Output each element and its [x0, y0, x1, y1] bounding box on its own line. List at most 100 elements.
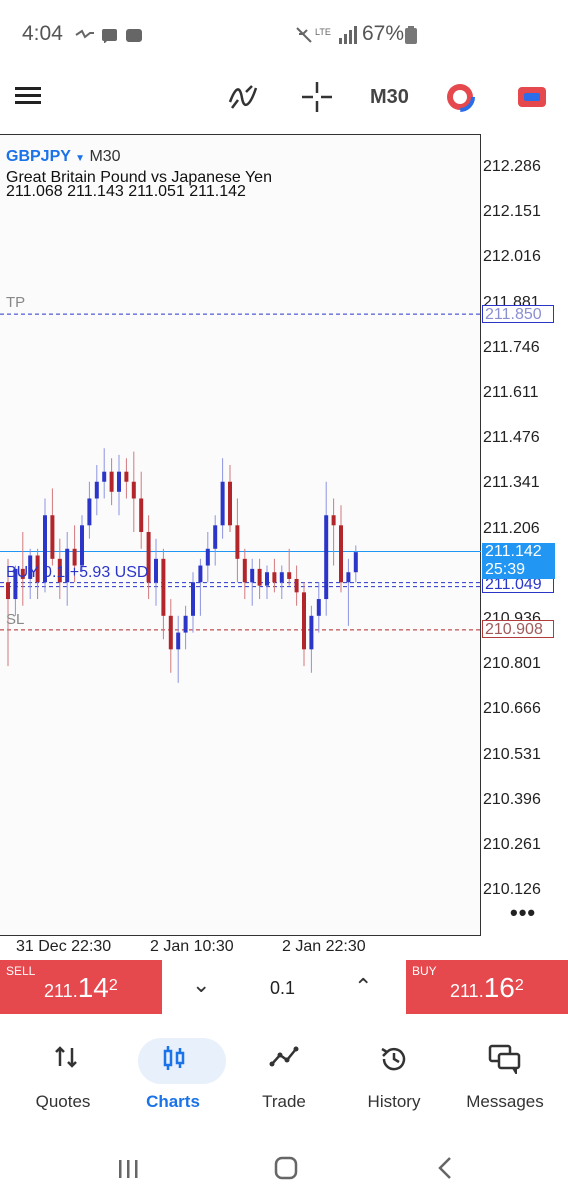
crosshair-icon[interactable] — [302, 82, 332, 112]
nav-history[interactable]: History — [339, 1030, 449, 1130]
chart-symbol[interactable]: GBPJPY ▼ M30 — [6, 148, 121, 166]
symbol-label: GBPJPY — [6, 148, 71, 165]
candle-body — [309, 615, 314, 650]
objects-icon[interactable] — [445, 82, 475, 112]
timeframe-button[interactable]: M30 — [370, 86, 409, 108]
candle-body — [294, 578, 299, 593]
toolbar — [0, 70, 568, 132]
candle-body — [250, 568, 255, 583]
current-price: 211.142 — [485, 543, 542, 560]
candle-body — [124, 471, 129, 482]
candle-body — [228, 481, 232, 526]
candle-body — [257, 568, 262, 586]
price-axis-label: 211.476 — [483, 429, 540, 447]
candle-body — [131, 481, 136, 499]
candle-body — [65, 548, 70, 583]
current-price-tag: 211.142 25:39 — [482, 543, 555, 579]
indicators-icon[interactable] — [228, 82, 260, 110]
candle-body — [265, 572, 269, 586]
recent-apps-icon[interactable] — [117, 1158, 139, 1180]
candle-body — [102, 471, 107, 482]
candle-body — [176, 632, 181, 650]
volume-decrease-button[interactable]: ⌄ — [192, 972, 211, 997]
candle-body — [13, 568, 18, 600]
price-axis-label: 211.746 — [483, 338, 540, 356]
candle-body — [198, 565, 203, 583]
candle-body — [183, 615, 188, 633]
candle-body — [72, 548, 77, 566]
price-axis-label: 212.286 — [483, 158, 541, 175]
price-axis-label: 211.611 — [483, 384, 539, 401]
quotes-icon — [55, 1046, 77, 1068]
volume-increase-button[interactable]: ⌃ — [354, 974, 373, 999]
price-axis-label: 212.016 — [483, 248, 541, 266]
sell-label: SELL — [6, 964, 36, 978]
candle-body — [205, 548, 210, 566]
candle-body — [272, 572, 277, 583]
candle-body — [324, 515, 329, 600]
candle-body — [35, 555, 40, 583]
sell-price-big: 14 — [77, 972, 109, 1003]
back-icon[interactable] — [437, 1156, 453, 1180]
menu-icon[interactable] — [15, 86, 41, 106]
candlestick-chart[interactable] — [0, 134, 481, 936]
candles — [6, 448, 358, 683]
new-order-icon[interactable] — [517, 84, 547, 110]
one-click-trade-bar: SELL 211.142 ⌄ 0.1 ⌃ BUY 211.162 — [0, 960, 568, 1014]
price-axis-label: 210.531 — [483, 745, 541, 763]
candle-body — [109, 471, 114, 492]
candle-body — [94, 481, 99, 499]
candle-body — [302, 592, 306, 650]
candle-body — [316, 599, 321, 616]
nav-messages[interactable]: Messages — [450, 1030, 560, 1130]
buy-price: 211.162 — [450, 972, 524, 1004]
candle-body — [235, 525, 240, 559]
sell-button[interactable]: SELL 211.142 — [0, 960, 162, 1014]
tp-price-tag[interactable]: 211.850 — [482, 305, 554, 323]
time-label-1: 31 Dec 22:30 — [16, 938, 112, 955]
price-axis-label: 210.666 — [483, 700, 541, 718]
notification-icons — [75, 29, 142, 43]
nav-quotes[interactable]: Quotes — [8, 1030, 118, 1130]
sell-price-main: 211. — [44, 981, 78, 1001]
price-axis-label: 210.801 — [483, 655, 541, 673]
sell-price: 211.142 — [44, 972, 118, 1004]
nav-messages-label: Messages — [466, 1092, 544, 1111]
symbol-description: Great Britain Pound vs Japanese Yen — [6, 169, 272, 186]
buy-button[interactable]: BUY 211.162 — [406, 960, 568, 1014]
candle-body — [57, 558, 62, 583]
price-axis-label: 210.396 — [483, 790, 541, 808]
sl-price-tag[interactable]: 210.908 — [482, 620, 554, 638]
position-label[interactable]: BUY 0.1 +5.93 USD — [6, 564, 149, 581]
home-icon[interactable] — [274, 1156, 298, 1180]
candle-body — [50, 515, 55, 559]
nav-charts[interactable]: Charts — [118, 1030, 228, 1130]
candle-body — [6, 582, 10, 600]
nav-charts-label: Charts — [146, 1092, 200, 1111]
more-options-icon[interactable]: ••• — [510, 900, 537, 925]
sl-label: SL — [6, 611, 25, 628]
price-axis-label: 210.126 — [483, 881, 541, 899]
price-axis-label: 211.341 — [483, 474, 540, 492]
candle-body — [213, 525, 218, 549]
candle-body — [339, 525, 343, 583]
candle-body — [346, 572, 351, 583]
candle-body — [154, 558, 158, 583]
candle-body — [139, 498, 144, 533]
candle-body — [220, 481, 225, 526]
history-icon — [381, 1047, 406, 1071]
entry-price-tag: 211.049 — [482, 577, 554, 593]
bar-countdown: 25:39 — [485, 561, 526, 578]
nav-quotes-label: Quotes — [35, 1092, 91, 1111]
candle-body — [146, 532, 151, 583]
candle-body — [80, 525, 84, 566]
candle-body — [287, 572, 292, 579]
buy-price-sup: 2 — [514, 977, 524, 994]
battery-percent: 67% — [362, 22, 405, 45]
volume-value[interactable]: 0.1 — [270, 978, 296, 998]
trade-icon — [269, 1046, 299, 1067]
candle-body — [20, 568, 25, 579]
buy-price-main: 211. — [450, 981, 484, 1001]
candle-body — [28, 555, 33, 579]
nav-trade[interactable]: Trade — [229, 1030, 339, 1130]
